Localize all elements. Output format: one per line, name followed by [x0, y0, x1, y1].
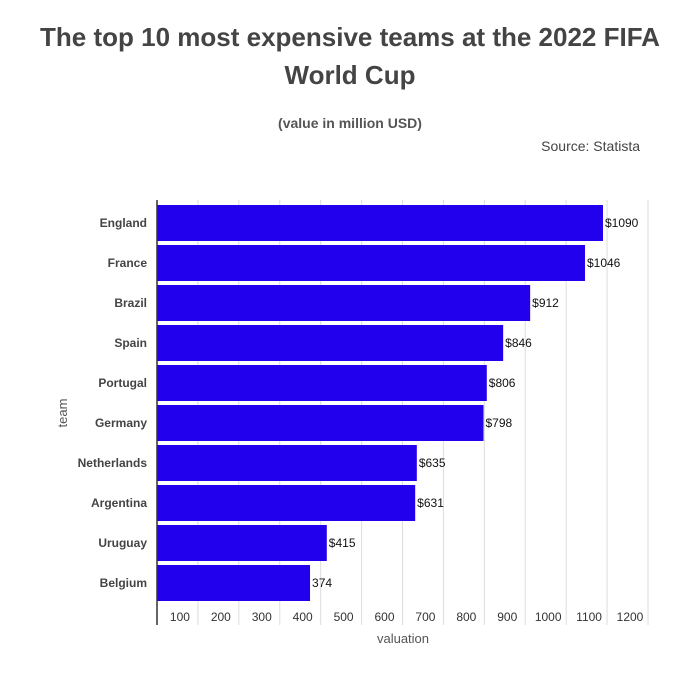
data-label: 374 [312, 576, 332, 590]
data-label: $798 [486, 416, 513, 430]
x-tick-labels: 100 200 300 400 500 600 700 800 900 1000 1100 1200 [170, 610, 644, 624]
bar [157, 525, 327, 561]
y-axis-title: team [55, 399, 70, 428]
bar [157, 205, 603, 241]
category-labels: England France Brazil Spain Portugal Germany N… [78, 216, 148, 590]
x-tick-label: 800 [456, 610, 476, 624]
chart-title: The top 10 most expensive teams at the 2… [40, 22, 660, 90]
x-tick-label: 100 [170, 610, 190, 624]
data-label: $806 [489, 376, 516, 390]
category-label: Uruguay [98, 536, 147, 550]
category-label: Belgium [100, 576, 147, 590]
bar [157, 445, 417, 481]
data-label: $415 [329, 536, 356, 550]
x-tick-label: 1200 [617, 610, 644, 624]
category-label: Portugal [98, 376, 147, 390]
bar [157, 365, 487, 401]
data-label: $631 [417, 496, 444, 510]
x-tick-label: 300 [252, 610, 272, 624]
category-label: Spain [114, 336, 147, 350]
x-tick-label: 700 [415, 610, 435, 624]
data-label: $846 [505, 336, 532, 350]
data-label: $1090 [605, 216, 639, 230]
bars [157, 205, 603, 601]
x-tick-label: 900 [497, 610, 517, 624]
data-labels: $1090 $1046 $912 $846 $806 $798 $635 $631 $415 37… [312, 216, 639, 590]
bar [157, 285, 531, 321]
category-label: Argentina [91, 496, 147, 510]
chart-subtitle: (value in million USD) [278, 115, 422, 131]
x-tick-label: 400 [293, 610, 313, 624]
category-label: Germany [95, 416, 147, 430]
data-label: $635 [419, 456, 446, 470]
category-label: Netherlands [78, 456, 148, 470]
bar [157, 325, 504, 361]
bar [157, 405, 484, 441]
x-tick-label: 600 [374, 610, 394, 624]
x-tick-label: 1000 [535, 610, 562, 624]
bar [157, 485, 416, 521]
x-tick-label: 200 [211, 610, 231, 624]
bar [157, 245, 585, 281]
chart-source: Source: Statista [541, 138, 640, 154]
data-label: $1046 [587, 256, 621, 270]
bar [157, 565, 311, 601]
category-label: England [100, 216, 147, 230]
category-label: France [108, 256, 148, 270]
data-label: $912 [532, 296, 559, 310]
x-tick-label: 500 [334, 610, 354, 624]
x-tick-label: 1100 [576, 610, 602, 624]
x-axis-title: valuation [377, 631, 429, 646]
category-label: Brazil [114, 296, 147, 310]
